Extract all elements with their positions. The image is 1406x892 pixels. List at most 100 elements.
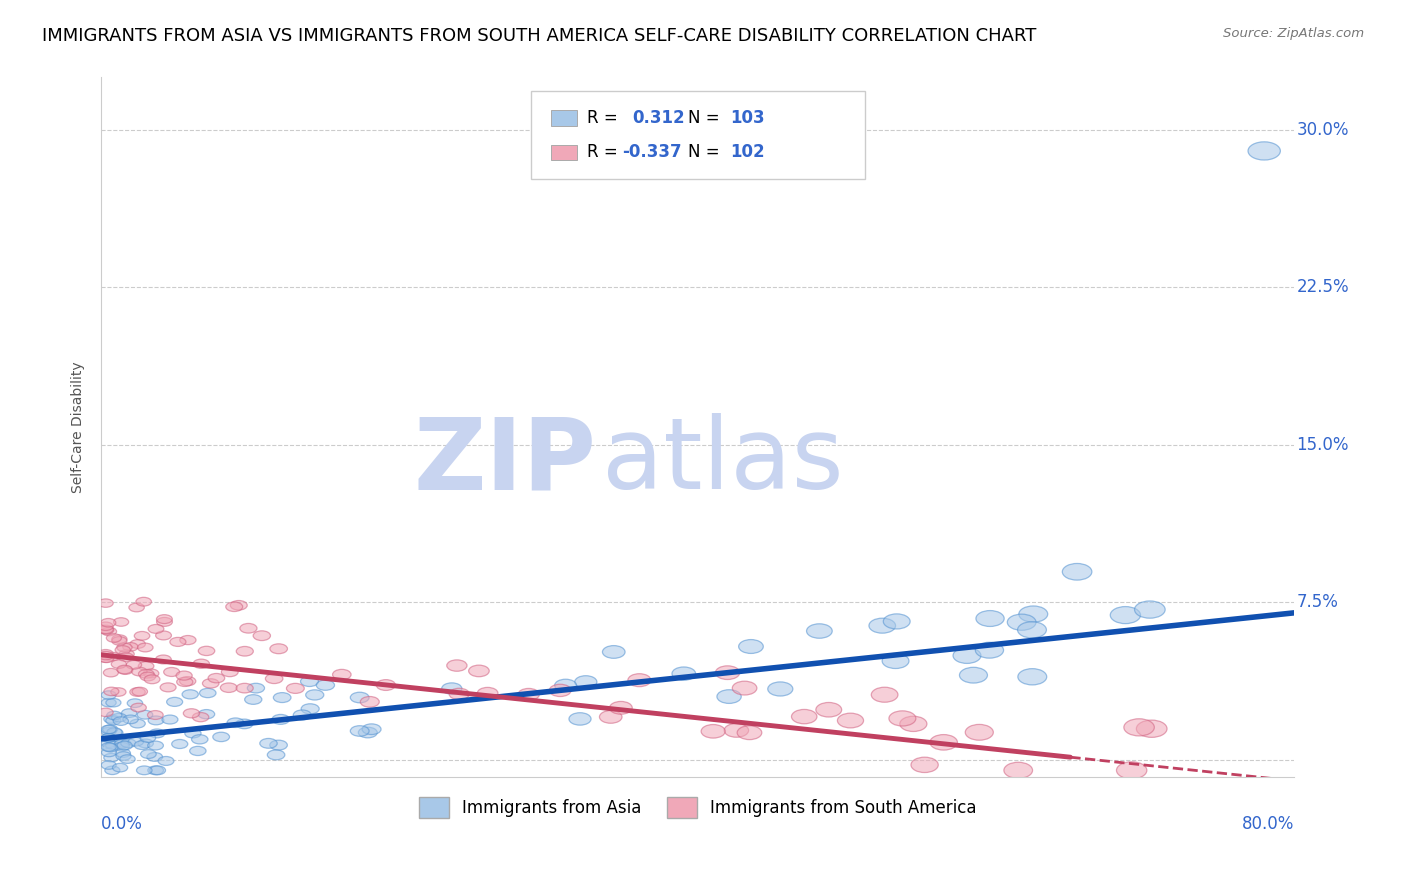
Ellipse shape — [148, 716, 165, 725]
Ellipse shape — [114, 617, 129, 626]
Ellipse shape — [869, 618, 896, 633]
Text: 103: 103 — [730, 109, 765, 127]
Ellipse shape — [1111, 607, 1140, 624]
Ellipse shape — [145, 675, 160, 683]
Ellipse shape — [184, 729, 201, 738]
Ellipse shape — [148, 766, 163, 775]
Ellipse shape — [702, 724, 725, 738]
Ellipse shape — [301, 704, 319, 714]
Ellipse shape — [115, 752, 131, 760]
Ellipse shape — [148, 741, 163, 750]
Ellipse shape — [1007, 614, 1036, 631]
Ellipse shape — [270, 644, 287, 654]
Ellipse shape — [1116, 762, 1147, 779]
Ellipse shape — [129, 719, 145, 728]
Ellipse shape — [872, 687, 898, 702]
FancyBboxPatch shape — [551, 111, 576, 126]
Ellipse shape — [599, 711, 621, 723]
Ellipse shape — [301, 676, 319, 687]
Ellipse shape — [672, 667, 696, 681]
Ellipse shape — [1249, 142, 1281, 160]
Text: 7.5%: 7.5% — [1296, 593, 1339, 611]
Ellipse shape — [190, 747, 207, 756]
Text: R =: R = — [586, 109, 623, 127]
Text: IMMIGRANTS FROM ASIA VS IMMIGRANTS FROM SOUTH AMERICA SELF-CARE DISABILITY CORRE: IMMIGRANTS FROM ASIA VS IMMIGRANTS FROM … — [42, 27, 1036, 45]
Ellipse shape — [127, 660, 142, 669]
Ellipse shape — [117, 643, 132, 652]
Ellipse shape — [267, 750, 285, 760]
Ellipse shape — [120, 649, 134, 658]
Ellipse shape — [1019, 606, 1047, 623]
Ellipse shape — [111, 637, 127, 645]
Ellipse shape — [141, 733, 156, 742]
Ellipse shape — [101, 618, 115, 627]
Ellipse shape — [117, 741, 132, 750]
Ellipse shape — [115, 739, 131, 747]
Ellipse shape — [287, 683, 304, 693]
Ellipse shape — [717, 690, 741, 704]
Ellipse shape — [838, 714, 863, 728]
Ellipse shape — [107, 728, 122, 736]
FancyBboxPatch shape — [530, 91, 865, 178]
Ellipse shape — [111, 714, 127, 722]
Ellipse shape — [177, 677, 193, 687]
Ellipse shape — [247, 683, 264, 693]
Ellipse shape — [193, 713, 209, 722]
Ellipse shape — [132, 687, 148, 696]
Ellipse shape — [350, 692, 370, 703]
Ellipse shape — [104, 754, 120, 762]
Ellipse shape — [114, 717, 128, 725]
Ellipse shape — [112, 635, 127, 643]
Text: 30.0%: 30.0% — [1296, 121, 1348, 139]
Ellipse shape — [162, 715, 179, 724]
Ellipse shape — [105, 741, 121, 749]
Ellipse shape — [103, 725, 118, 733]
Ellipse shape — [129, 603, 145, 612]
Ellipse shape — [900, 716, 927, 731]
Ellipse shape — [105, 716, 121, 725]
Ellipse shape — [129, 640, 145, 648]
Ellipse shape — [101, 733, 117, 742]
Ellipse shape — [449, 689, 470, 699]
Ellipse shape — [359, 727, 377, 738]
Ellipse shape — [128, 738, 143, 746]
Ellipse shape — [117, 665, 132, 673]
Ellipse shape — [517, 689, 540, 700]
Ellipse shape — [882, 654, 908, 668]
Ellipse shape — [1018, 622, 1046, 638]
Ellipse shape — [101, 743, 117, 751]
Ellipse shape — [98, 708, 112, 716]
Ellipse shape — [911, 757, 938, 772]
Ellipse shape — [122, 715, 138, 723]
Ellipse shape — [1018, 669, 1046, 685]
Y-axis label: Self-Care Disability: Self-Care Disability — [72, 361, 86, 493]
Ellipse shape — [260, 739, 277, 748]
Ellipse shape — [477, 688, 498, 699]
Ellipse shape — [363, 724, 381, 734]
Ellipse shape — [226, 602, 243, 612]
Ellipse shape — [198, 709, 215, 719]
Ellipse shape — [98, 626, 114, 634]
Ellipse shape — [98, 599, 112, 607]
Ellipse shape — [157, 756, 174, 765]
Text: 22.5%: 22.5% — [1296, 278, 1348, 296]
Ellipse shape — [115, 749, 131, 757]
Ellipse shape — [101, 727, 117, 736]
Ellipse shape — [135, 632, 150, 640]
Ellipse shape — [138, 710, 153, 719]
Ellipse shape — [176, 671, 193, 680]
Ellipse shape — [610, 701, 633, 714]
Ellipse shape — [221, 683, 238, 692]
Ellipse shape — [101, 725, 117, 734]
Ellipse shape — [120, 755, 135, 764]
Ellipse shape — [236, 683, 253, 693]
Ellipse shape — [929, 735, 957, 750]
Ellipse shape — [716, 665, 740, 680]
Ellipse shape — [1136, 720, 1167, 738]
Ellipse shape — [377, 680, 395, 690]
Ellipse shape — [202, 679, 219, 688]
Ellipse shape — [170, 638, 186, 647]
Ellipse shape — [118, 653, 134, 661]
Ellipse shape — [724, 723, 748, 738]
Ellipse shape — [136, 766, 152, 775]
